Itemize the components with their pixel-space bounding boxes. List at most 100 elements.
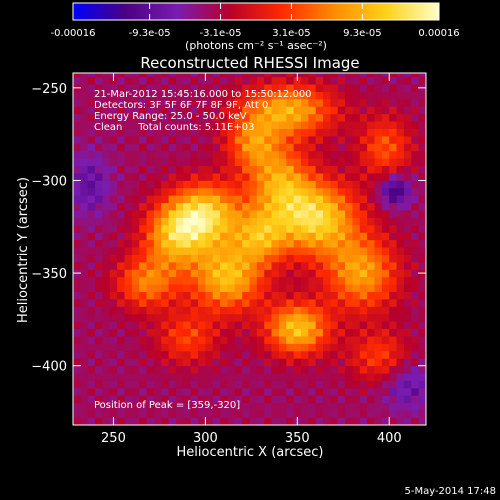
heatmap-cell [367,417,375,425]
heatmap-cell [330,306,339,315]
heatmap-cell [227,350,236,359]
heatmap-cell [161,150,169,159]
heatmap-cell [161,343,169,352]
heatmap-cell [168,350,177,359]
heatmap-cell [109,358,118,367]
heatmap-cell [212,343,221,352]
heatmap-cell [124,417,133,425]
heatmap-cell [227,291,236,300]
heatmap-cell [198,165,206,174]
heatmap-cell [198,187,206,196]
heatmap-cell [389,113,397,122]
heatmap-cell [286,306,295,315]
heatmap-cell [396,291,405,300]
heatmap-cell [374,313,383,322]
heatmap-cell [161,76,169,85]
heatmap-cell [124,84,133,92]
heatmap-cell [124,210,133,218]
heatmap-cell [418,128,426,137]
heatmap-cell [315,106,324,115]
heatmap-cell [300,150,309,159]
heatmap-cell [300,276,309,285]
heatmap-cell [249,187,258,196]
heatmap-cell [359,76,368,85]
heatmap-cell [345,73,353,78]
heatmap-cell [205,84,214,92]
heatmap-cell [87,410,96,418]
heatmap-cell [87,299,96,307]
heatmap-cell [396,195,405,204]
heatmap-cell [374,254,383,263]
heatmap-cell [323,158,331,167]
heatmap-cell [146,365,155,374]
heatmap-cell [80,224,89,233]
heatmap-cell [300,84,309,92]
heatmap-cell [352,239,361,248]
heatmap-cell [381,239,390,248]
heatmap-cell [374,128,383,137]
heatmap-cell [271,358,280,367]
heatmap-cell [345,336,353,344]
heatmap-cell [198,410,206,418]
heatmap-cell [95,343,103,352]
heatmap-cell [87,121,96,129]
heatmap-cell [117,135,125,144]
heatmap-cell [190,402,199,411]
heatmap-cell [153,276,162,285]
heatmap-cell [308,306,317,315]
heatmap-cell [190,380,199,389]
heatmap-cell [117,106,125,115]
heatmap-cell [139,165,147,174]
heatmap-cell [345,306,353,315]
heatmap-cell [293,143,302,152]
heatmap-cell [352,84,361,92]
heatmap-cell [264,135,272,144]
heatmap-cell [359,269,368,278]
heatmap-cell [308,417,317,425]
heatmap-cell [389,76,397,85]
heatmap-cell [234,276,243,285]
heatmap-cell [227,276,236,285]
heatmap-cell [109,84,118,92]
heatmap-cell [102,358,111,367]
heatmap-cell [183,380,192,389]
heatmap-cell [367,187,375,196]
heatmap-cell [131,387,140,396]
heatmap-cell [183,187,192,196]
heatmap-cell [352,180,361,189]
heatmap-cell [308,195,317,204]
heatmap-cell [315,239,324,248]
heatmap-cell [330,217,339,226]
heatmap-cell [403,306,412,315]
heatmap-cell [73,365,81,374]
heatmap-cell [146,210,155,218]
heatmap-cell [198,417,206,425]
heatmap-cell [168,343,177,352]
heatmap-cell [359,373,368,381]
heatmap-cell [87,276,96,285]
heatmap-cell [396,417,405,425]
heatmap-cell [190,195,199,204]
heatmap-cell [359,73,368,78]
heatmap-cell [396,135,405,144]
heatmap-cell [381,343,390,352]
heatmap-cell [117,73,125,78]
heatmap-cell [403,373,412,381]
heatmap-cell [95,195,103,204]
heatmap-cell [418,135,426,144]
heatmap-cell [220,328,228,337]
heatmap-cell [389,173,397,181]
heatmap-cell [308,98,317,107]
heatmap-cell [278,239,287,248]
heatmap-cell [264,276,272,285]
heatmap-cell [124,143,133,152]
heatmap-cell [124,180,133,189]
heatmap-cell [403,158,412,167]
heatmap-cell [381,217,390,226]
heatmap-cell [337,247,346,255]
heatmap-cell [220,299,228,307]
heatmap-cell [234,261,243,270]
heatmap-cell [102,143,111,152]
heatmap-cell [352,373,361,381]
heatmap-cell [337,402,346,411]
